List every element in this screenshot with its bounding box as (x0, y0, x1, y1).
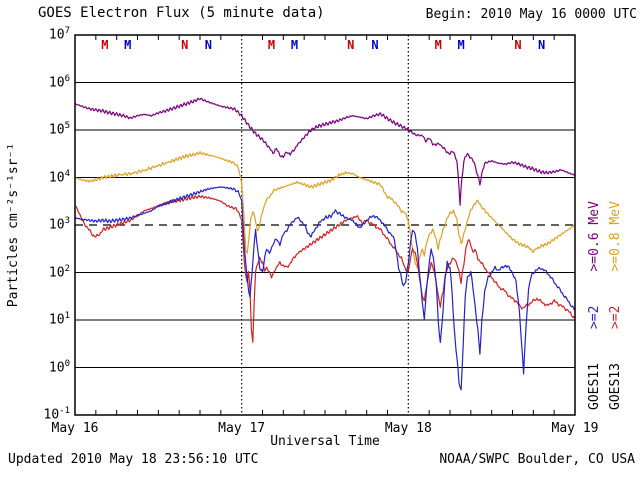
y-tick-label: 102 (48, 263, 70, 280)
y-tick-label: 107 (48, 26, 70, 43)
y-tick-label: 10-1 (43, 406, 71, 423)
y-tick-label: 100 (48, 358, 70, 375)
y-tick-label: 105 (48, 121, 70, 138)
satellite-local-time-marker: M (124, 38, 132, 52)
satellite-local-time-marker: N (371, 38, 379, 52)
satellite-local-time-marker: M (457, 38, 465, 52)
series-goes13-0-8-mev (74, 151, 576, 269)
satellite-local-time-marker: M (267, 38, 276, 52)
y-tick-label: 104 (48, 168, 70, 185)
series-goes11-0-6-mev (74, 97, 576, 206)
y-tick-label: 106 (48, 73, 70, 90)
satellite-local-time-marker: N (204, 38, 212, 52)
y-tick-label: 101 (48, 311, 70, 328)
satellite-local-time-marker: N (181, 38, 189, 52)
updated-timestamp: Updated 2010 May 18 23:56:10 UTC (8, 452, 259, 467)
x-tick-label: May 16 (51, 421, 99, 436)
y-tick-label: 103 (48, 216, 70, 233)
source-credit: NOAA/SWPC Boulder, CO USA (439, 452, 635, 467)
x-axis-label: Universal Time (270, 434, 380, 449)
x-tick-label: May 19 (551, 421, 599, 436)
begin-time-label: Begin: 2010 May 16 0000 UTC (425, 7, 637, 22)
satellite-local-time-marker: M (101, 38, 109, 52)
series-goes11-2-mev (75, 186, 576, 391)
x-tick-label: May 18 (384, 421, 432, 436)
satellite-local-time-marker: N (514, 38, 522, 52)
satellite-local-time-marker: N (538, 38, 546, 52)
satellite-local-time-marker: M (290, 38, 299, 52)
x-tick-label: May 17 (218, 421, 266, 436)
page-title: GOES Electron Flux (5 minute data) (38, 5, 325, 21)
satellite-local-time-marker: N (347, 38, 355, 52)
satellite-local-time-marker: M (434, 38, 442, 52)
